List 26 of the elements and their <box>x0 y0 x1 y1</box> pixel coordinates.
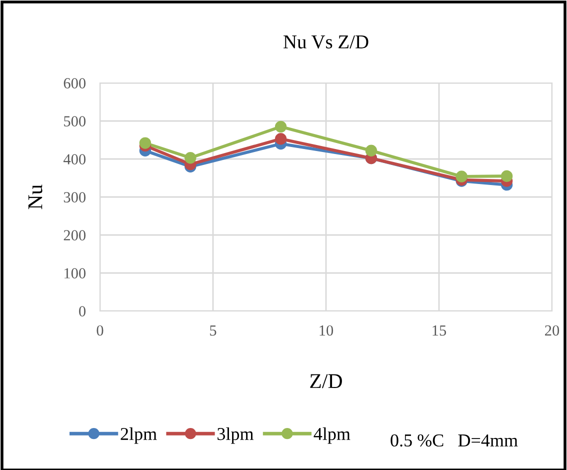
point <box>365 144 378 156</box>
point <box>456 170 468 182</box>
legend-label: 4lpm <box>314 427 350 444</box>
x-tick-label: 0 <box>96 325 104 336</box>
y-tick-label: 200 <box>64 230 86 240</box>
point <box>274 120 287 133</box>
legend-label: 3lpm <box>218 427 254 444</box>
text: 0.5 %C D=4mm <box>390 434 518 447</box>
x-tick-label: 20 <box>545 325 560 336</box>
x-tick-label: 15 <box>432 325 446 336</box>
point <box>139 137 152 149</box>
legend-label: 2lpm <box>120 427 157 444</box>
x-tick-label: 5 <box>210 325 216 336</box>
point <box>274 133 287 145</box>
y-axis-title: Nu <box>28 184 42 210</box>
point <box>184 152 196 164</box>
y-tick-label: 500 <box>64 116 86 126</box>
y-tick-label: 300 <box>64 192 86 202</box>
y-tick-label: 0 <box>79 306 86 316</box>
point <box>500 170 513 182</box>
y-tick-label: 100 <box>64 268 86 278</box>
y-tick-label: 400 <box>63 154 86 164</box>
x-tick-label: 10 <box>320 325 334 336</box>
y-tick-label: 600 <box>64 78 86 88</box>
x-axis-title: Z/D <box>310 374 342 388</box>
chart-title: Nu Vs Z/D <box>284 35 368 49</box>
